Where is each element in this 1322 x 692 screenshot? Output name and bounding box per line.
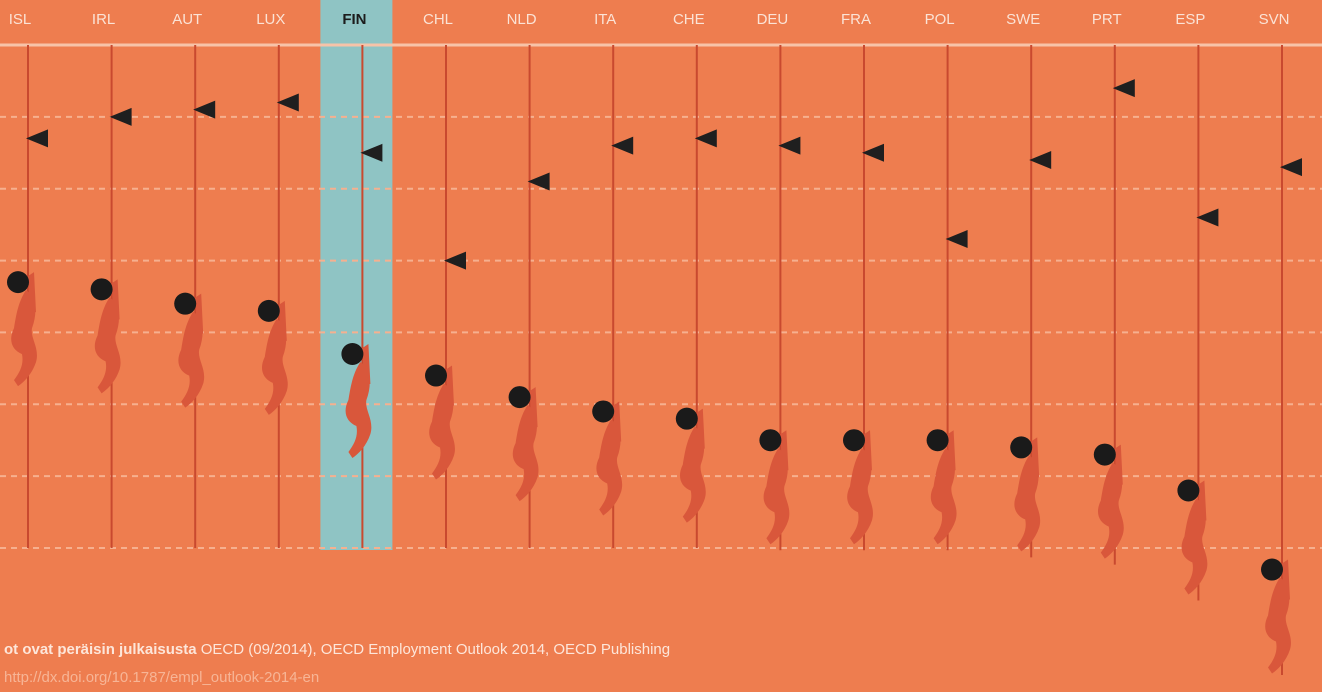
climber-head [341,343,363,365]
climber [91,278,121,393]
climber-head [592,400,614,422]
climber [7,271,37,386]
flag [193,101,215,119]
climber-head [676,408,698,430]
source-text: OECD (09/2014), OECD Employment Outlook … [201,641,670,658]
flag [110,108,132,126]
x-tick-label: AUT [172,11,202,28]
source-link: http://dx.doi.org/10.1787/empl_outlook-2… [4,669,319,686]
x-tick-label: NLD [507,11,537,28]
climber [592,400,622,515]
flag [778,137,800,155]
climber-head [1261,559,1283,581]
flag [1029,151,1051,169]
flag [26,129,48,147]
x-tick-label: POL [925,11,955,28]
climber-head [91,278,113,300]
climber-head [759,429,781,451]
climber [509,386,539,501]
climber-head [7,271,29,293]
climber-head [174,293,196,315]
climber-head [843,429,865,451]
climber [676,408,706,523]
x-tick-label: DEU [757,11,789,28]
chart: ISL IRL AUT LUX FIN CHL NLD ITA CHE DEU FRA POL SWE P… [0,0,1322,675]
climber [258,300,288,415]
x-tick-label: FIN [342,11,366,28]
flag [946,230,968,248]
flag [695,129,717,147]
x-tick-label: LUX [256,11,285,28]
climber [843,429,873,544]
climber [759,429,789,544]
climber-head [509,386,531,408]
climber [927,429,957,544]
x-tick-label: CHE [673,11,705,28]
highlight-column [320,0,392,550]
flag [1113,79,1135,97]
climber [425,365,455,480]
source-note: ot ovat peräisin julkaisusta OECD (09/20… [4,636,670,692]
climber [1010,436,1040,551]
flag [862,144,884,162]
x-tick-label: ITA [594,11,616,28]
x-tick-label: SWE [1006,11,1040,28]
climber-head [1094,444,1116,466]
page: {"chart_data": {"type": "climb", "catego… [0,0,1322,675]
climber [174,293,204,408]
climber-head [1010,436,1032,458]
x-tick-label: CHL [423,11,453,28]
climber-head [1177,480,1199,502]
x-tick-label: SVN [1259,11,1290,28]
x-tick-label: PRT [1092,11,1122,28]
climber-head [258,300,280,322]
climber [1094,444,1124,559]
climber [1177,480,1207,595]
x-tick-label: FRA [841,11,871,28]
flag [611,137,633,155]
climber-head [927,429,949,451]
x-tick-label: IRL [92,11,115,28]
flag [277,93,299,111]
x-tick-label: ISL [9,11,32,28]
flag [444,252,466,270]
flag [1196,208,1218,226]
climber-head [425,365,447,387]
source-bold: ot ovat peräisin julkaisusta [4,641,197,658]
flag [1280,158,1302,176]
x-tick-label: ESP [1175,11,1205,28]
climber [1261,559,1291,674]
